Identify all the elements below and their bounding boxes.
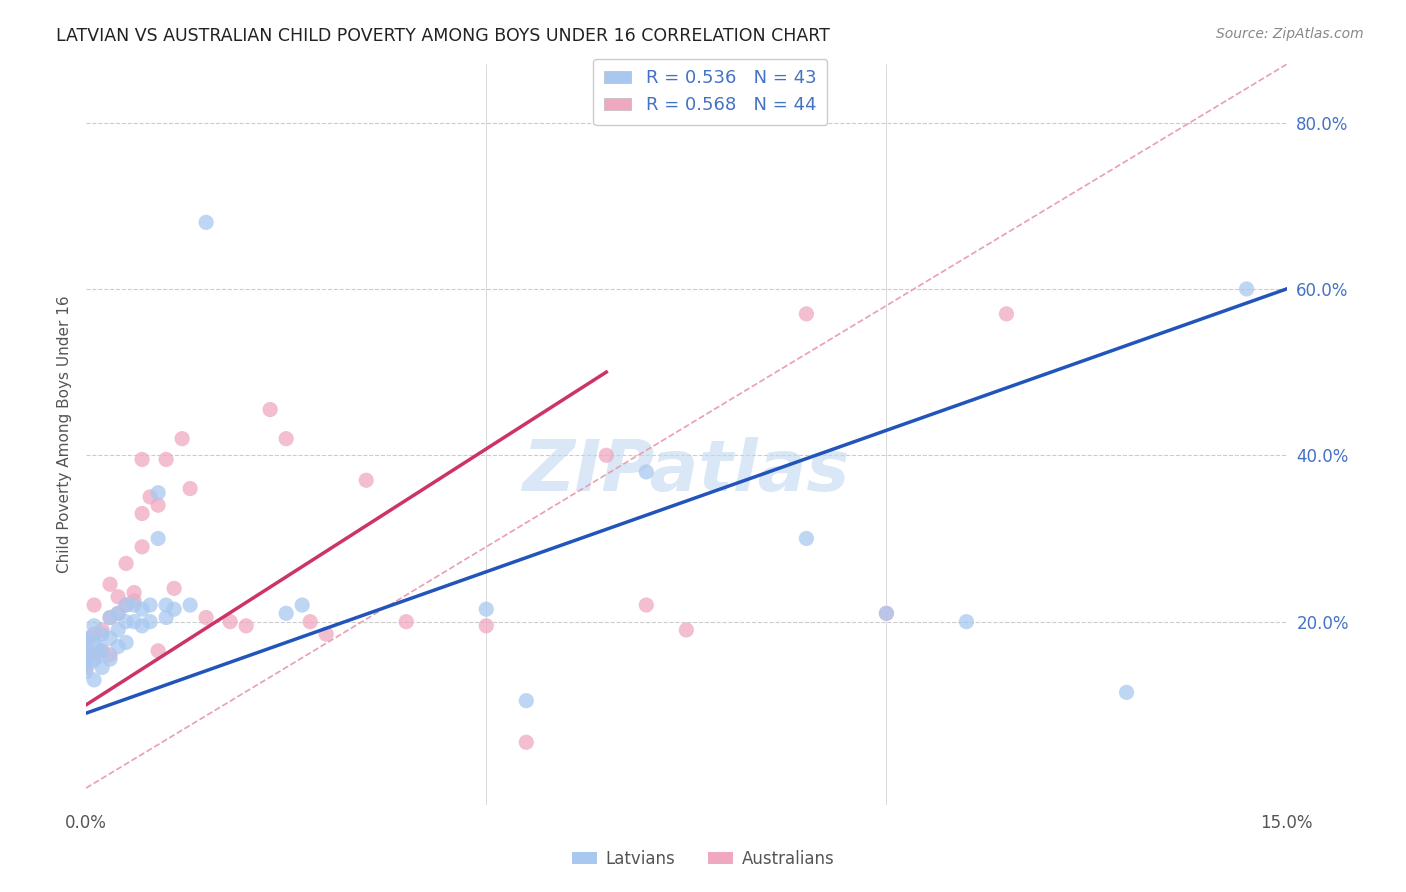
Point [139, 490, 162, 504]
Point [636, 598, 658, 612]
Point [75, 648, 97, 662]
Y-axis label: Child Poverty Among Boys Under 16: Child Poverty Among Boys Under 16 [58, 295, 72, 574]
Point [131, 540, 153, 554]
Point [995, 307, 1018, 321]
Point [91, 627, 114, 641]
Legend: R = 0.536   N = 43, R = 0.568   N = 44: R = 0.536 N = 43, R = 0.568 N = 44 [593, 59, 827, 125]
Point [75, 644, 97, 658]
Legend: Latvians, Australians: Latvians, Australians [565, 844, 841, 875]
Point [146, 532, 169, 546]
Text: LATVIAN VS AUSTRALIAN CHILD POVERTY AMONG BOYS UNDER 16 CORRELATION CHART: LATVIAN VS AUSTRALIAN CHILD POVERTY AMON… [56, 27, 830, 45]
Point [1236, 282, 1258, 296]
Point [75, 644, 97, 658]
Point [179, 482, 201, 496]
Point [107, 640, 129, 654]
Point [107, 607, 129, 621]
Point [115, 557, 138, 571]
Point [146, 485, 169, 500]
Point [139, 615, 162, 629]
Point [75, 632, 97, 646]
Point [91, 644, 114, 658]
Point [875, 607, 897, 621]
Point [91, 644, 114, 658]
Point [172, 432, 194, 446]
Point [115, 615, 138, 629]
Point [796, 307, 818, 321]
Point [195, 215, 218, 229]
Point [291, 598, 314, 612]
Point [636, 465, 658, 479]
Point [122, 615, 145, 629]
Point [955, 615, 977, 629]
Point [179, 598, 201, 612]
Point [83, 598, 105, 612]
Point [139, 598, 162, 612]
Point [595, 448, 617, 462]
Point [131, 452, 153, 467]
Point [259, 402, 281, 417]
Point [276, 432, 298, 446]
Point [75, 665, 97, 679]
Point [163, 582, 186, 596]
Point [107, 590, 129, 604]
Text: ZIPatlas: ZIPatlas [523, 437, 851, 506]
Point [219, 615, 242, 629]
Point [299, 615, 322, 629]
Point [675, 623, 697, 637]
Point [75, 635, 97, 649]
Point [115, 635, 138, 649]
Point [354, 473, 377, 487]
Point [91, 660, 114, 674]
Point [155, 598, 177, 612]
Point [131, 507, 153, 521]
Point [155, 610, 177, 624]
Point [115, 598, 138, 612]
Point [122, 598, 145, 612]
Point [475, 619, 498, 633]
Point [98, 648, 121, 662]
Point [83, 673, 105, 687]
Point [75, 652, 97, 666]
Point [91, 623, 114, 637]
Point [515, 735, 537, 749]
Point [155, 452, 177, 467]
Point [75, 660, 97, 674]
Point [235, 619, 257, 633]
Point [195, 610, 218, 624]
Point [131, 602, 153, 616]
Point [98, 632, 121, 646]
Point [83, 635, 105, 649]
Text: Source: ZipAtlas.com: Source: ZipAtlas.com [1216, 27, 1364, 41]
Point [395, 615, 418, 629]
Point [475, 602, 498, 616]
Point [122, 594, 145, 608]
Point [98, 652, 121, 666]
Point [276, 607, 298, 621]
Point [875, 607, 897, 621]
Point [146, 498, 169, 512]
Point [315, 627, 337, 641]
Point [131, 619, 153, 633]
Point [107, 607, 129, 621]
Point [98, 610, 121, 624]
Point [515, 694, 537, 708]
Point [83, 648, 105, 662]
Point [1115, 685, 1137, 699]
Point [83, 652, 105, 666]
Point [83, 619, 105, 633]
Point [83, 627, 105, 641]
Point [796, 532, 818, 546]
Point [98, 577, 121, 591]
Point [115, 598, 138, 612]
Point [122, 585, 145, 599]
Point [163, 602, 186, 616]
Point [146, 644, 169, 658]
Point [98, 610, 121, 624]
Point [107, 623, 129, 637]
